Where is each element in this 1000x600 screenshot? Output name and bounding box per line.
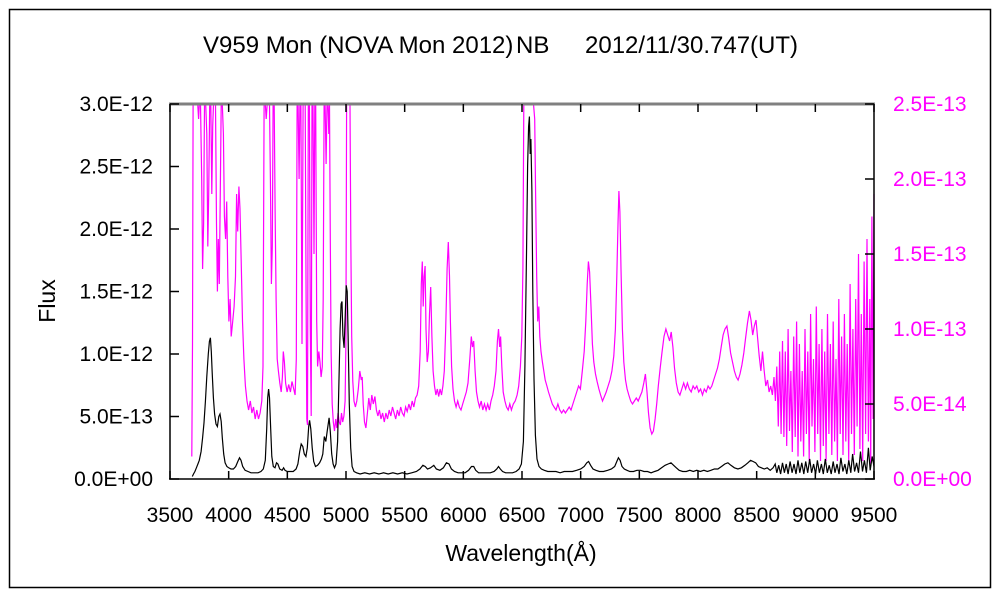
- right-tick-label: 2.5E-13: [893, 93, 967, 116]
- right-tick-label: 1.5E-13: [893, 243, 967, 266]
- x-tick-label: 3500: [147, 504, 194, 527]
- left-tick-label: 3.0E-12: [79, 93, 153, 116]
- chart-title-object: V959 Mon (NOVA Mon 2012): [203, 32, 513, 59]
- x-tick-label: 8000: [675, 504, 722, 527]
- x-tick-label: 7000: [557, 504, 604, 527]
- x-tick-label: 7500: [616, 504, 663, 527]
- spectrum-magenta-line: [191, 103, 875, 465]
- right-tick-label: 1.0E-13: [893, 318, 967, 341]
- spectrum-black-line: [191, 116, 875, 477]
- x-tick-label: 4500: [264, 504, 311, 527]
- left-tick-label: 1.5E-12: [79, 281, 153, 304]
- right-tick-label: 0.0E+00: [893, 468, 972, 491]
- y-axis-label: Flux: [34, 279, 60, 323]
- x-tick-label: 8500: [733, 504, 780, 527]
- x-tick-label: 5500: [381, 504, 428, 527]
- chart-title-datetime: 2012/11/30.747(UT): [585, 32, 798, 59]
- x-tick-label: 4000: [205, 504, 252, 527]
- x-tick-label: 6500: [499, 504, 546, 527]
- left-tick-label: 0.0E+00: [74, 468, 153, 491]
- right-tick-label: 5.0E-14: [893, 393, 967, 416]
- plot-area: 3500 4000 4500 5000 5500 6000 6500 7000 7500 8000…: [74, 93, 972, 527]
- x-tick-label: 6000: [440, 504, 487, 527]
- x-axis-label: Wavelength(Å): [445, 539, 596, 566]
- x-tick-label: 9500: [851, 504, 898, 527]
- x-tick-label: 9000: [792, 504, 839, 527]
- left-tick-label: 5.0E-13: [79, 406, 153, 429]
- x-tick-label: 5000: [323, 504, 370, 527]
- right-tick-label: 2.0E-13: [893, 168, 967, 191]
- left-tick-label: 1.0E-12: [79, 343, 153, 366]
- left-tick-label: 2.5E-12: [79, 156, 153, 179]
- chart-title-filter: NB: [516, 32, 549, 59]
- left-tick-label: 2.0E-12: [79, 218, 153, 241]
- figure-border: [8, 8, 992, 589]
